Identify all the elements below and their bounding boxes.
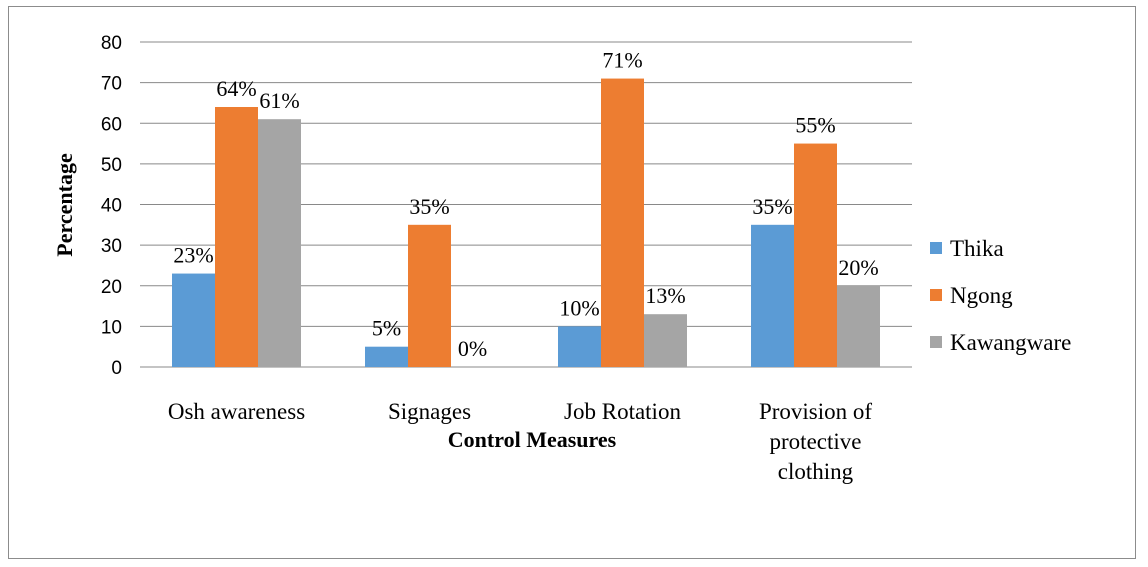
category-label: clothing [778, 459, 854, 484]
bar-thika-1 [365, 346, 408, 367]
data-label: 71% [602, 48, 642, 73]
category-label: Job Rotation [564, 399, 681, 424]
data-label: 61% [259, 88, 299, 113]
bar-ngong-1 [408, 224, 451, 367]
legend-label: Kawangware [950, 330, 1071, 355]
x-axis-title: Control Measures [448, 427, 617, 452]
bar-kawangware-3 [837, 285, 880, 367]
y-tick-label: 20 [101, 277, 122, 298]
bars [172, 78, 880, 367]
category-label: Osh awareness [168, 399, 305, 424]
data-label: 35% [409, 194, 449, 219]
data-label: 35% [752, 194, 792, 219]
bar-kawangware-2 [644, 314, 687, 367]
data-label: 0% [458, 336, 487, 361]
category-label: Provision of [759, 399, 872, 424]
data-labels: 23% 5% 10% 35% 64% 35% 71% 55% 61% 0% 13% 20% [173, 48, 878, 361]
legend-label: Ngong [950, 283, 1013, 308]
bar-ngong-2 [601, 78, 644, 367]
legend-swatch-kawangware [930, 336, 942, 348]
category-label: Signages [388, 399, 471, 424]
bar-ngong-3 [794, 143, 837, 367]
y-tick-label: 40 [101, 196, 122, 217]
data-label: 64% [216, 76, 256, 101]
y-tick-label: 30 [101, 236, 122, 257]
data-label: 10% [559, 295, 599, 320]
y-tick-label: 70 [101, 74, 122, 95]
data-label: 20% [838, 255, 878, 280]
y-tick-label: 60 [101, 114, 122, 135]
bar-thika-3 [751, 224, 794, 367]
data-label: 5% [372, 316, 401, 341]
y-tick-label: 10 [101, 317, 122, 338]
legend: Thika Ngong Kawangware [930, 236, 1071, 355]
y-tick-label: 0 [111, 358, 122, 379]
y-tick-label: 80 [101, 33, 122, 54]
legend-swatch-thika [930, 242, 942, 254]
bar-ngong-0 [215, 107, 258, 367]
data-label: 13% [645, 283, 685, 308]
category-label: protective [770, 429, 862, 454]
bar-thika-0 [172, 273, 215, 367]
legend-label: Thika [950, 236, 1004, 261]
data-label: 23% [173, 243, 213, 268]
bar-kawangware-0 [258, 119, 301, 367]
bar-thika-2 [558, 326, 601, 367]
legend-swatch-ngong [930, 289, 942, 301]
y-tick-label: 50 [101, 155, 122, 176]
y-axis-title: Percentage [52, 153, 77, 257]
data-label: 55% [795, 113, 835, 138]
y-axis-ticks: 0 10 20 30 40 50 60 70 80 [101, 33, 122, 379]
x-axis-categories: Osh awareness Signages Job Rotation Provisi… [168, 399, 873, 484]
